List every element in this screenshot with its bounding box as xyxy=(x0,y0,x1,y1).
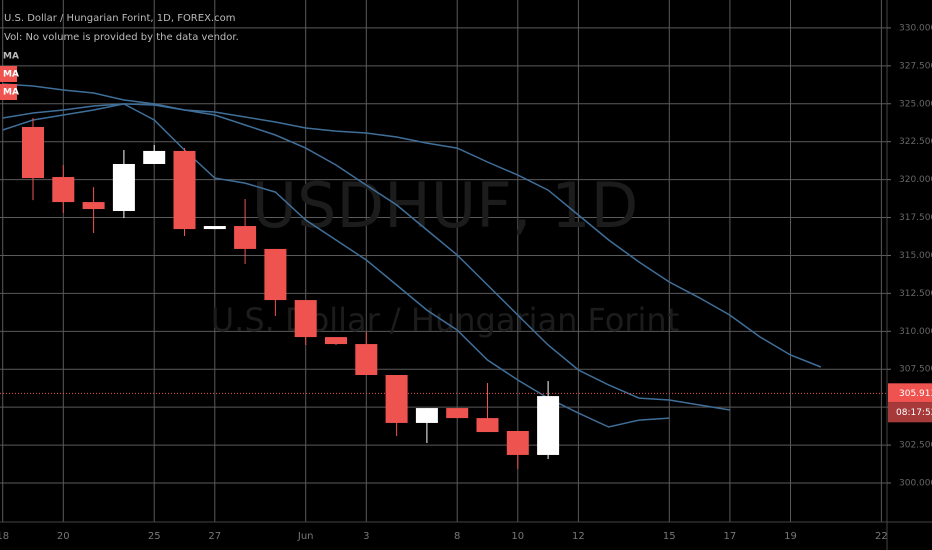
ma-line xyxy=(2,103,731,411)
candle-body xyxy=(415,408,438,423)
countdown: 08:17:52 xyxy=(896,408,932,418)
candle-body xyxy=(22,126,44,179)
candle-body xyxy=(385,375,408,423)
x-tick-label: 3 xyxy=(363,531,369,542)
legend-label: MA xyxy=(3,88,19,98)
candle-body xyxy=(143,150,166,164)
chart-subtitle: Vol: No volume is provided by the data v… xyxy=(4,32,239,43)
y-tick-label: 330.000 xyxy=(899,23,932,33)
candle-body xyxy=(446,408,469,419)
candle-body xyxy=(173,150,196,230)
legend-label: MA xyxy=(3,70,19,80)
x-tick-label: 12 xyxy=(572,531,585,542)
x-tick-label: 15 xyxy=(663,531,676,542)
chart-title: U.S. Dollar / Hungarian Forint, 1D, FORE… xyxy=(4,13,235,24)
x-tick-label: 19 xyxy=(784,531,797,542)
y-tick-label: 317.500 xyxy=(899,213,932,223)
y-tick-label: 302.500 xyxy=(899,441,932,451)
y-tick-label: 312.500 xyxy=(899,289,932,299)
candle-body xyxy=(325,337,347,345)
candle-body xyxy=(506,430,529,455)
candle-body xyxy=(476,418,499,433)
watermark: U.S. Dollar / Hungarian Forint xyxy=(211,301,680,339)
candle-body xyxy=(112,163,135,212)
y-tick-label: 325.000 xyxy=(899,99,932,109)
countdown-box xyxy=(888,402,932,423)
last-price-label: 305.913 xyxy=(899,389,932,399)
candle-body xyxy=(203,226,226,230)
x-tick-label: 25 xyxy=(148,531,161,542)
x-tick-label: Jun xyxy=(297,531,314,542)
y-tick-label: 315.000 xyxy=(899,251,932,261)
y-tick-label: 320.000 xyxy=(899,175,932,185)
last-price-box xyxy=(888,383,932,403)
x-tick-label: 10 xyxy=(511,531,524,542)
legend-box xyxy=(0,84,17,100)
x-tick-label: 17 xyxy=(724,531,737,542)
x-tick-label: 22 xyxy=(875,531,888,542)
legend: MA MA MA xyxy=(0,52,19,100)
candle-body xyxy=(537,396,560,455)
x-tick-label: 27 xyxy=(208,531,221,542)
y-tick-label: 322.500 xyxy=(899,137,932,147)
y-tick-label: 300.000 xyxy=(899,479,932,489)
axes: 300.000302.500305.000307.500310.000312.5… xyxy=(0,23,932,542)
y-tick-label: 307.500 xyxy=(899,365,932,375)
y-tick-label: 310.000 xyxy=(899,327,932,337)
candle-body xyxy=(294,300,317,338)
x-tick-label: 18 xyxy=(0,531,9,542)
candle-body xyxy=(355,344,378,376)
candle-body xyxy=(82,202,105,210)
legend-label: MA xyxy=(3,52,19,62)
ma-line xyxy=(2,83,822,368)
legend-box xyxy=(0,66,17,82)
x-tick-label: 8 xyxy=(454,531,460,542)
watermark: USDHUF, 1D xyxy=(252,169,639,242)
candle-body xyxy=(234,226,257,249)
candle-body xyxy=(52,177,75,203)
candle-body xyxy=(264,248,287,301)
x-tick-label: 20 xyxy=(57,531,70,542)
y-tick-label: 327.500 xyxy=(899,61,932,71)
plot xyxy=(0,83,887,470)
